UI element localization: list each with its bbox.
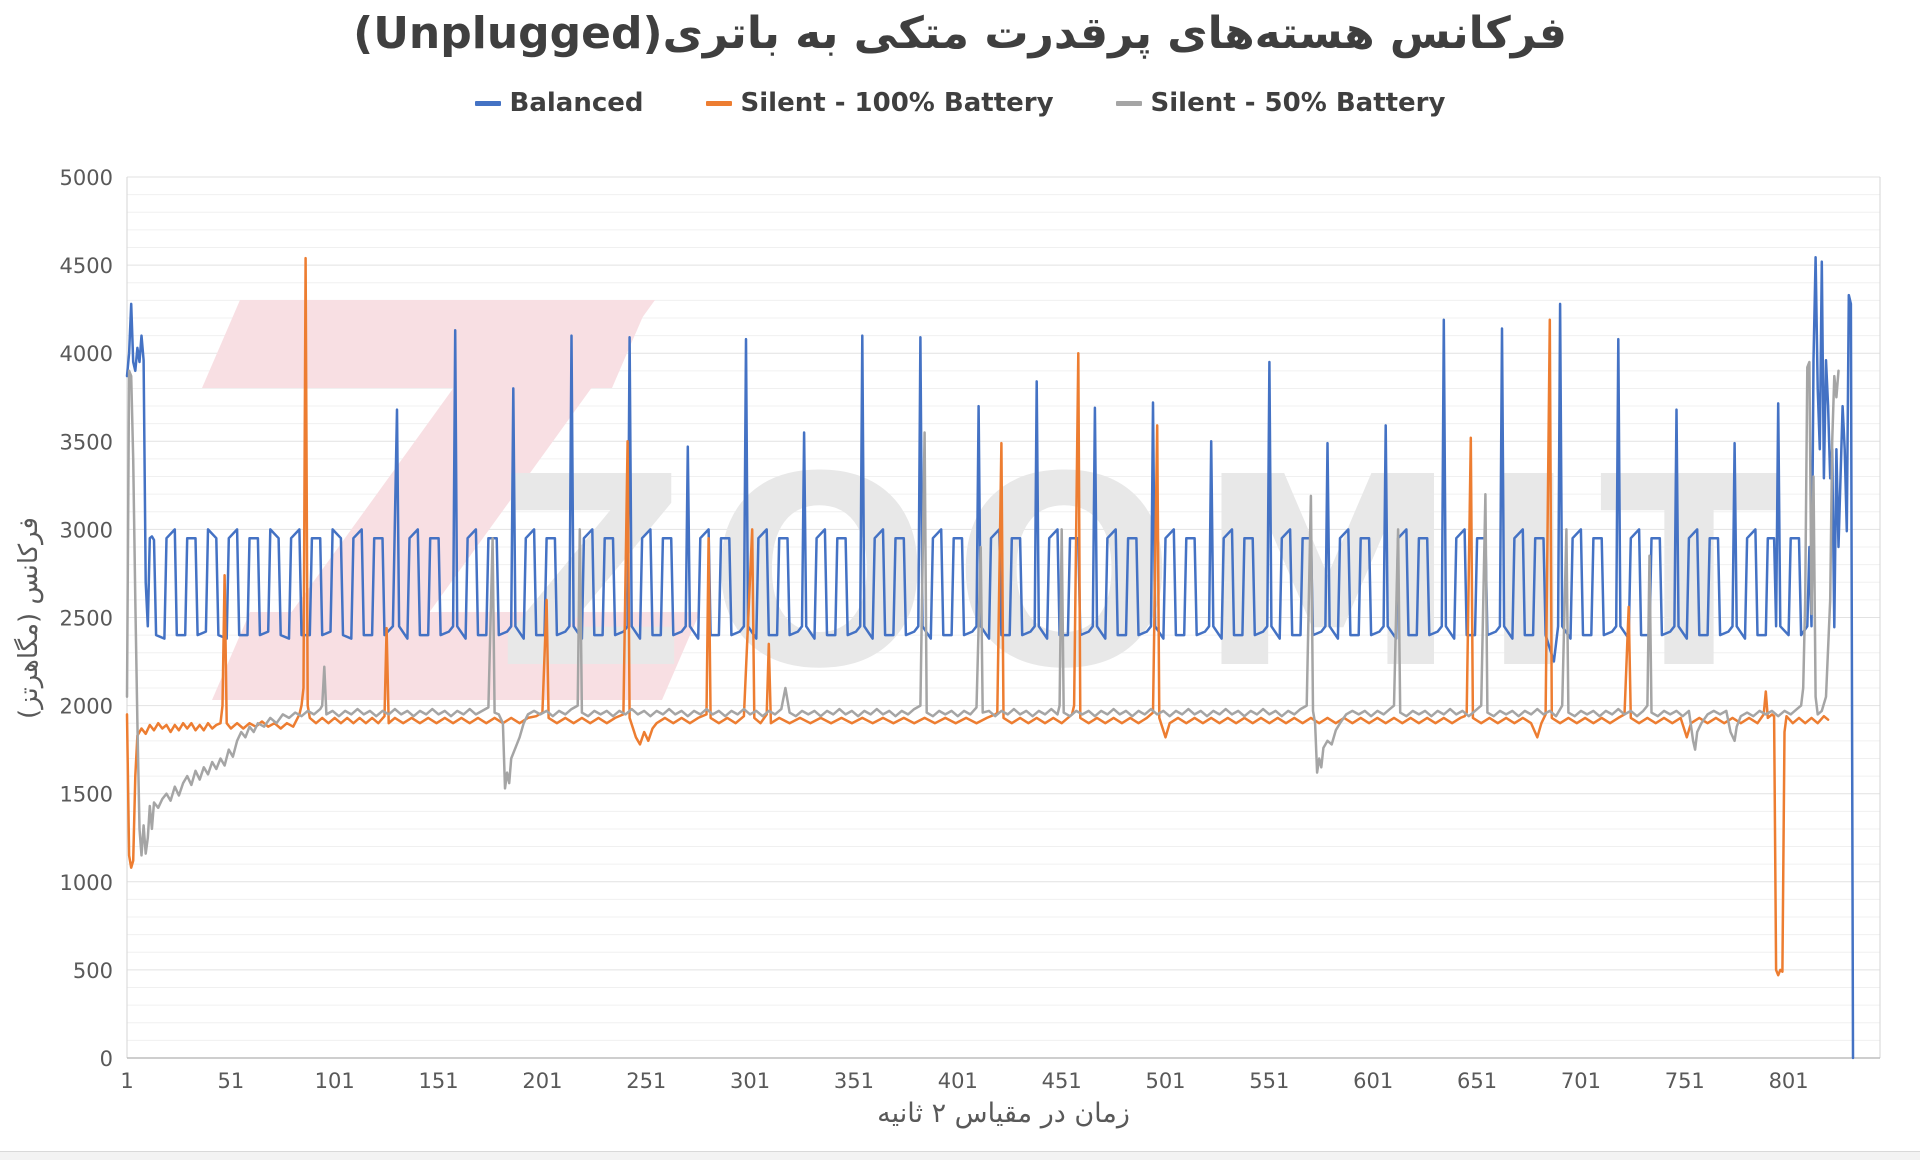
x-tick-label: 751 [1665,1069,1705,1093]
x-tick-label: 601 [1353,1069,1393,1093]
legend-marker-balanced [474,100,501,106]
x-tick-label: 51 [217,1069,244,1093]
legend-label-balanced: Balanced [509,88,644,118]
x-tick-label: 501 [1145,1069,1185,1093]
y-axis-title: فرکانس (مگاهرتز) [14,517,44,719]
legend-item-balanced: Balanced [474,88,644,118]
x-tick-label: 101 [315,1069,355,1093]
y-tick-label: 3500 [60,430,113,454]
y-tick-label: 5000 [60,166,113,190]
y-tick-label: 1000 [60,871,113,895]
legend-item-silent-50: Silent - 50% Battery [1115,88,1446,118]
zoomit-logo-shape [228,300,655,700]
y-tick-label: 4000 [60,342,113,366]
legend-label-silent-100: Silent - 100% Battery [740,88,1054,118]
x-tick-label: 651 [1457,1069,1497,1093]
series-silent-100-battery [125,256,1830,977]
zoomit-watermark-text: ZOOMIT [496,421,1800,726]
x-tick-label: 701 [1561,1069,1601,1093]
legend-marker-silent-50 [1115,100,1142,106]
series-silent-50-battery [125,360,1840,857]
x-tick-label: 301 [730,1069,770,1093]
y-tick-label: 500 [73,959,113,983]
y-tick-label: 1500 [60,783,113,807]
x-tick-label: 201 [522,1069,562,1093]
y-tick-label: 0 [100,1047,113,1071]
x-tick-label: 551 [1249,1069,1289,1093]
x-tick-label: 151 [419,1069,459,1093]
y-tick-label: 4500 [60,254,113,278]
x-axis-title: زمان در مقیاس ۲ ثانیه [877,1098,1130,1129]
legend-item-silent-100: Silent - 100% Battery [705,88,1054,118]
page-bottom-edge [0,1151,1920,1160]
x-tick-label: 351 [834,1069,874,1093]
x-tick-label: 251 [626,1069,666,1093]
y-tick-label: 2500 [60,607,113,631]
x-tick-label: 401 [938,1069,978,1093]
series-balanced [125,255,1855,1060]
y-tick-label: 3000 [60,518,113,542]
x-tick-label: 451 [1042,1069,1082,1093]
y-tick-label: 2000 [60,695,113,719]
legend-marker-silent-100 [705,100,732,106]
x-tick-label: 801 [1769,1069,1809,1093]
x-tick-label: 1 [120,1069,133,1093]
chart-title: فرکانس هسته‌های پرقدرت متکی به باتری(Unp… [353,8,1567,59]
legend: Balanced Silent - 100% Battery Silent - … [0,88,1920,118]
legend-label-silent-50: Silent - 50% Battery [1150,88,1446,118]
